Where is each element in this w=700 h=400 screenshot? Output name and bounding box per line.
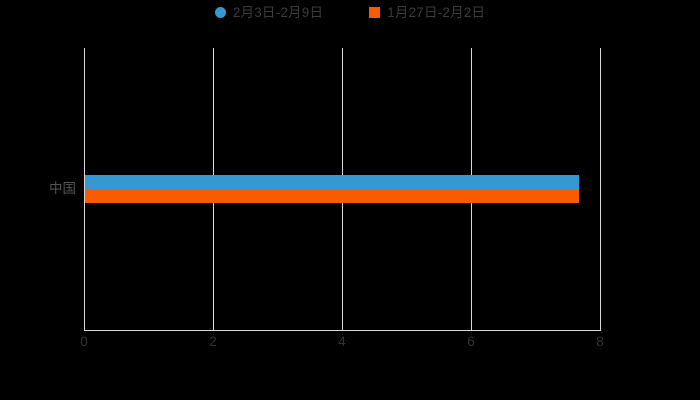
x-axis-tick-label: 6	[467, 334, 475, 349]
x-axis-tick-label: 2	[209, 334, 217, 349]
x-axis-tick-label: 0	[80, 334, 88, 349]
legend-item-1[interactable]: 1月27日-2月2日	[369, 6, 485, 20]
plot-area	[84, 48, 601, 330]
x-axis-tick-label: 8	[596, 334, 604, 349]
legend-item-0[interactable]: 2月3日-2月9日	[214, 5, 324, 20]
legend-item-label: 2月3日-2月9日	[232, 5, 324, 20]
x-axis-tick-label: 4	[338, 334, 346, 349]
legend-square-marker-icon	[369, 7, 381, 19]
chart-legend: 2月3日-2月9日 1月27日-2月2日	[0, 6, 700, 20]
x-axis-line	[84, 330, 601, 331]
legend-circle-marker-icon	[214, 7, 226, 19]
bar[interactable]	[85, 175, 580, 189]
gridline	[600, 48, 601, 330]
bar[interactable]	[85, 189, 580, 203]
y-axis-tick-label: 中国	[49, 181, 76, 196]
gridline	[84, 48, 85, 330]
legend-item-label: 1月27日-2月2日	[387, 5, 486, 20]
